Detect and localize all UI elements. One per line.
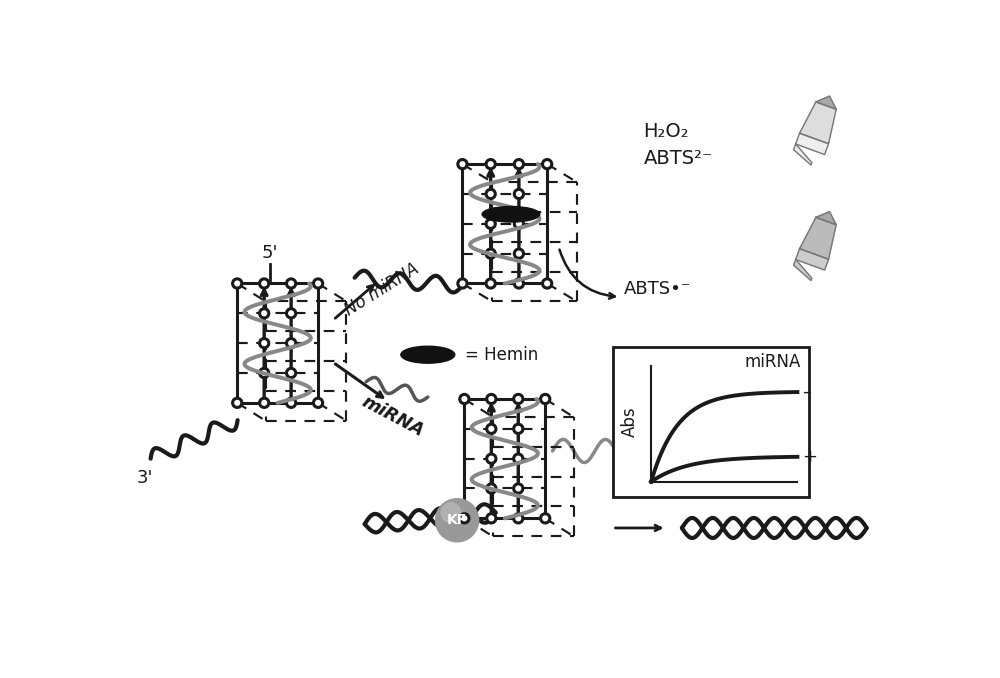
Circle shape (441, 503, 461, 522)
Text: miRNA: miRNA (359, 393, 427, 440)
Circle shape (460, 395, 469, 403)
Polygon shape (796, 133, 829, 155)
Circle shape (514, 219, 524, 228)
Text: miRNA: miRNA (745, 353, 801, 371)
Text: H₂O₂: H₂O₂ (643, 122, 689, 141)
Text: –: – (802, 383, 811, 401)
Circle shape (458, 159, 467, 169)
Ellipse shape (401, 346, 455, 363)
Circle shape (486, 279, 495, 288)
Circle shape (514, 484, 523, 493)
Text: ABTS•⁻: ABTS•⁻ (624, 280, 692, 298)
Bar (613, 347, 809, 497)
Polygon shape (796, 249, 829, 270)
Text: 5': 5' (262, 244, 278, 262)
Circle shape (287, 308, 296, 318)
Circle shape (486, 249, 495, 258)
Circle shape (543, 159, 552, 169)
Text: No miRNA: No miRNA (341, 260, 422, 319)
Circle shape (514, 159, 524, 169)
Text: +: + (802, 447, 817, 466)
Circle shape (486, 219, 495, 228)
Circle shape (233, 279, 242, 288)
Circle shape (514, 395, 523, 403)
Circle shape (487, 514, 496, 523)
Circle shape (487, 484, 496, 493)
Circle shape (260, 368, 269, 378)
Circle shape (313, 398, 323, 407)
Circle shape (460, 514, 469, 523)
Circle shape (541, 514, 550, 523)
Circle shape (514, 424, 523, 433)
Text: Abs: Abs (621, 407, 639, 437)
Circle shape (287, 338, 296, 348)
Circle shape (486, 189, 495, 199)
Circle shape (514, 249, 524, 258)
Polygon shape (816, 96, 836, 109)
Circle shape (260, 279, 269, 288)
Polygon shape (794, 260, 812, 281)
Ellipse shape (482, 207, 540, 222)
Circle shape (436, 499, 479, 542)
Circle shape (260, 398, 269, 407)
Circle shape (514, 514, 523, 523)
Polygon shape (800, 218, 836, 259)
Circle shape (514, 189, 524, 199)
Text: KF: KF (447, 513, 467, 527)
Polygon shape (800, 102, 836, 144)
Circle shape (260, 308, 269, 318)
Circle shape (487, 395, 496, 403)
Circle shape (260, 338, 269, 348)
Circle shape (487, 454, 496, 463)
Circle shape (313, 279, 323, 288)
Circle shape (233, 398, 242, 407)
Text: ABTS²⁻: ABTS²⁻ (643, 149, 713, 168)
Circle shape (543, 279, 552, 288)
Polygon shape (794, 144, 812, 165)
Text: = Hemin: = Hemin (465, 346, 538, 363)
Circle shape (486, 159, 495, 169)
Circle shape (458, 279, 467, 288)
Text: 3': 3' (136, 469, 153, 487)
Circle shape (287, 368, 296, 378)
Circle shape (487, 424, 496, 433)
Circle shape (541, 395, 550, 403)
Circle shape (287, 398, 296, 407)
Polygon shape (816, 212, 836, 224)
Circle shape (514, 279, 524, 288)
Circle shape (287, 279, 296, 288)
Circle shape (514, 454, 523, 463)
